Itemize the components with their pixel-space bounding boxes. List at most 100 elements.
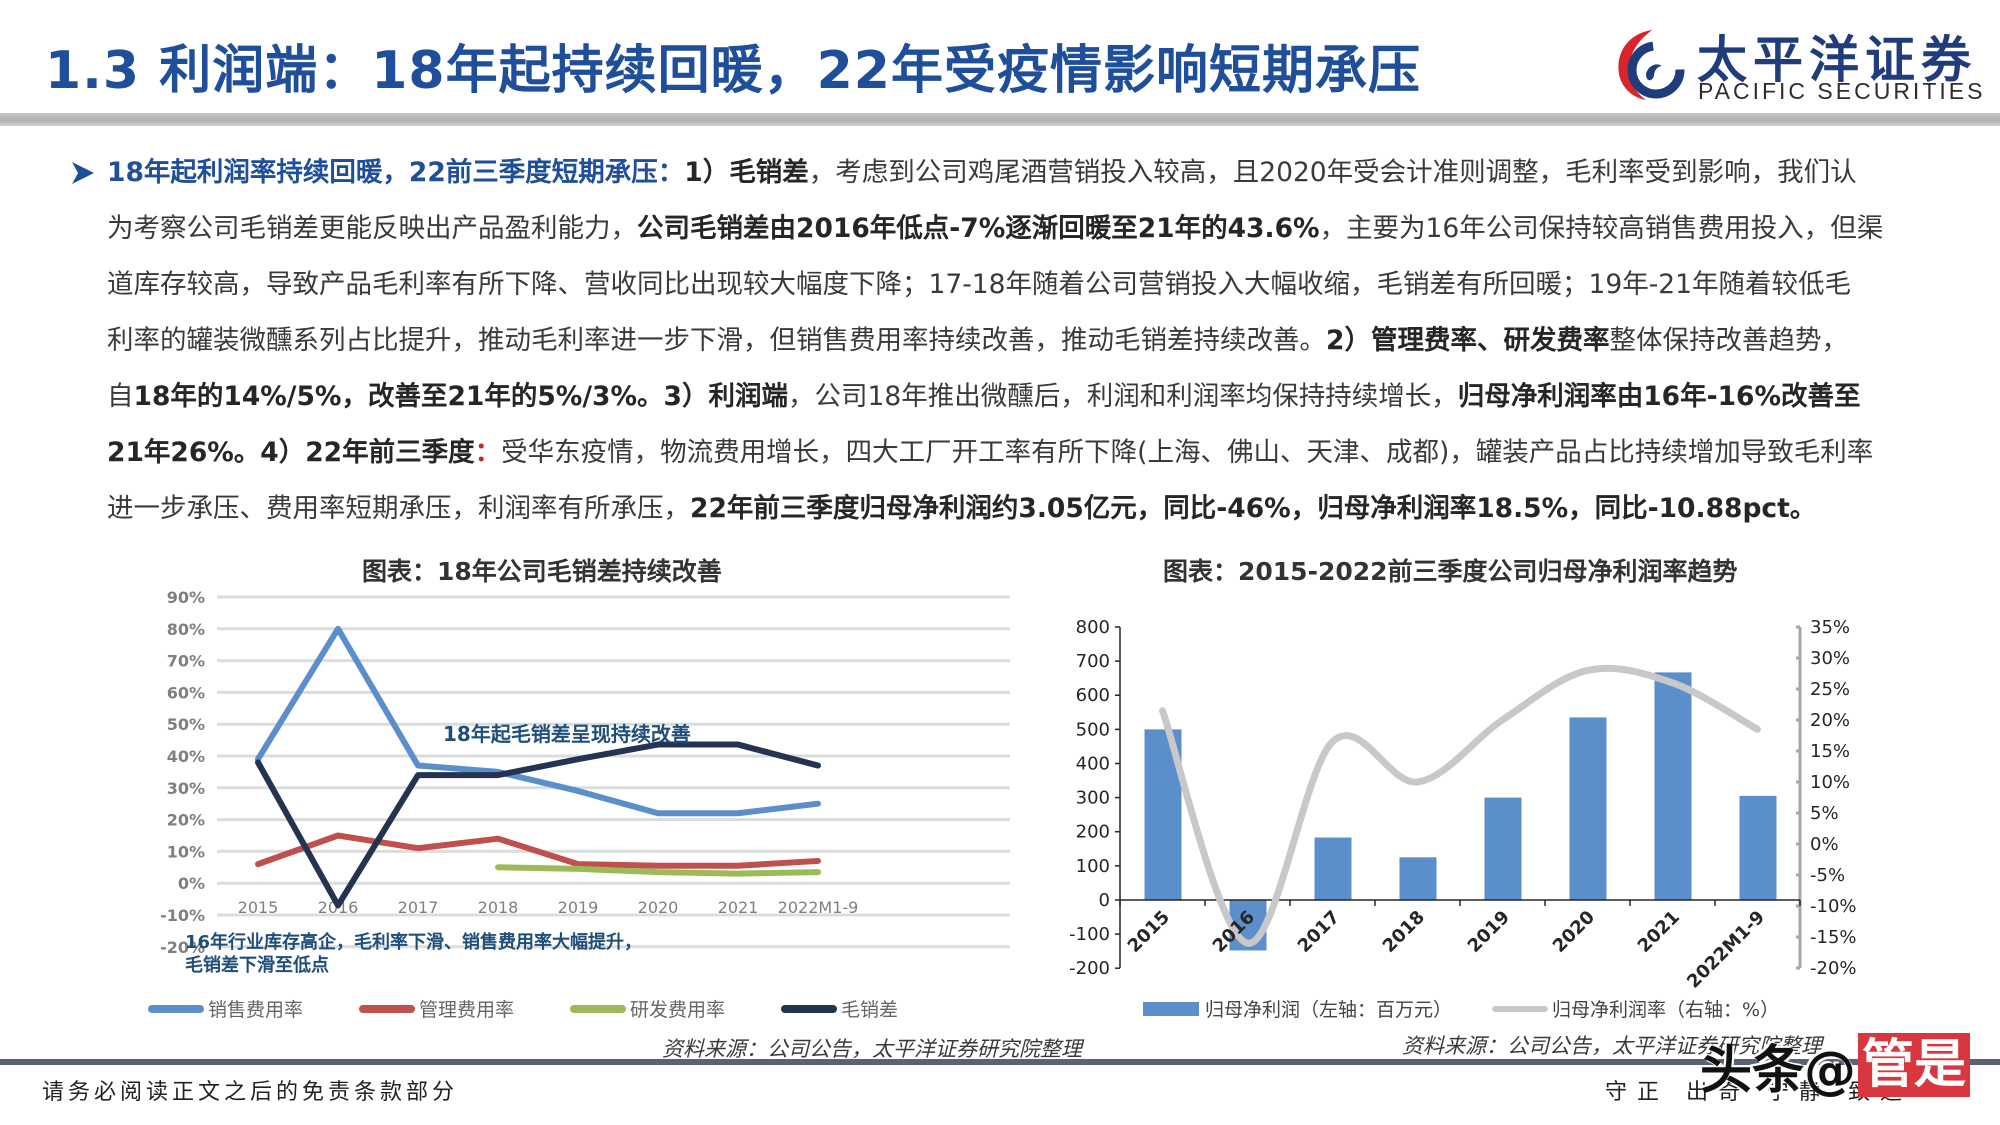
net-margin-line — [1159, 664, 1761, 947]
text-run: 为考察公司毛销差更能反映出产品盈利能力， — [107, 213, 637, 244]
y-tick-label: -200 — [1069, 958, 1110, 979]
footer-divider — [0, 1059, 2000, 1065]
y-tick-label: 20% — [167, 811, 205, 830]
text-run-red: ： — [474, 437, 502, 468]
text-run-bold: 公司毛销差由2016年低点-7%逐渐回暖至21年的43.6% — [637, 213, 1320, 244]
watermark-text: 头条@ — [1700, 1040, 1857, 1101]
left-chart-source: 资料来源：公司公告，太平洋证券研究院整理 — [662, 1037, 1082, 1061]
legend-label: 归母净利润率（右轴：%） — [1552, 999, 1780, 1021]
watermark-badge: 管是 — [1858, 1033, 1971, 1097]
text-run-bold: 22年前三季度归母净利润约3.05亿元，同比-46%，归母净利润率18.5%，同… — [690, 493, 1817, 524]
legend-label: 管理费用率 — [419, 999, 515, 1021]
legend-swatch — [781, 1004, 838, 1013]
y-tick-label: 700 — [1076, 651, 1110, 672]
text-run: 进一步承压、费用率短期承压，利润率有所承压， — [107, 493, 690, 524]
y2-tick-label: -10% — [1810, 896, 1857, 917]
text-run: 利率的罐装微醺系列占比提升，推动毛利率进一步下滑，但销售费用率持续改善，推动毛销… — [107, 325, 1326, 356]
y-tick-label: 40% — [167, 747, 205, 766]
y2-tick-label: -15% — [1810, 927, 1857, 948]
company-logo: 太平洋证券 PACIFIC SECURITIES — [1612, 18, 1992, 108]
x-tick-label: 2020 — [1549, 907, 1599, 957]
x-tick-label: 2021 — [1634, 907, 1684, 957]
text-run-bold: 18年的14%/5%，改善至21年的5%/3%。 — [133, 381, 664, 412]
y-tick-label: 60% — [167, 683, 205, 702]
legend-swatch — [1143, 1001, 1199, 1016]
y-tick-label: 400 — [1076, 753, 1110, 774]
right-chart-right-axis: 35% 30% 25% 20% 15% 10% 5% 0% -5% -10% -15% -20% — [1796, 617, 1857, 979]
left-chart-title: 图表：18年公司毛销差持续改善 — [362, 557, 722, 586]
x-tick-label: 2019 — [558, 898, 599, 917]
net-profit-bar-line-chart: 800 700 600 500 400 300 200 100 0 -100 -200 35% 30%… — [1069, 617, 1857, 990]
legend-swatch — [359, 1004, 416, 1013]
left-chart-x-axis: 2015 2016 2017 2018 2019 2020 2021 2022M1-9 — [238, 898, 859, 917]
y-tick-label: 0% — [178, 874, 205, 893]
paragraph-line-2: 为考察公司毛销差更能反映出产品盈利能力，公司毛销差由2016年低点-7%逐渐回暖… — [107, 206, 1883, 262]
y-tick-label: 80% — [167, 620, 205, 639]
net-profit-bar — [1314, 837, 1352, 900]
watermark: 头条@ 管是 — [1700, 1030, 1971, 1101]
right-chart-legend: 归母净利润（左轴：百万元） 归母净利润率（右轴：%） — [1143, 995, 1779, 1022]
right-chart-left-axis: 800 700 600 500 400 300 200 100 0 -100 -200 — [1069, 617, 1121, 979]
paragraph-line-5: 自18年的14%/5%，改善至21年的5%/3%。3）利润端，公司18年推出微醺… — [107, 374, 1861, 430]
x-tick-label: 2015 — [1124, 907, 1174, 957]
net-profit-bar — [1484, 797, 1522, 900]
series-admin-rate-line — [255, 832, 821, 869]
legend-label: 毛销差 — [841, 999, 899, 1021]
x-tick-label: 2022M1-9 — [778, 898, 859, 917]
legend-swatch — [1492, 1005, 1549, 1012]
y-tick-label: 70% — [167, 652, 205, 671]
text-run: 受华东疫情，物流费用增长，四大工厂开工率有所下降(上海、佛山、天津、成都)，罐装… — [501, 437, 1874, 468]
pacific-securities-logo-icon — [1618, 30, 1685, 100]
y-tick-label: 100 — [1076, 856, 1110, 877]
y2-tick-label: 30% — [1810, 648, 1850, 669]
x-tick-label: 2018 — [478, 898, 519, 917]
series-sales-rate-line — [255, 625, 821, 817]
left-chart-series — [255, 625, 821, 909]
left-chart-annotation-2016-line1: 16年行业库存高企，毛利率下滑、销售费用率大幅提升， — [185, 932, 643, 953]
x-tick-label: 2021 — [718, 898, 759, 917]
paragraph-line-7: 进一步承压、费用率短期承压，利润率有所承压，22年前三季度归母净利润约3.05亿… — [107, 486, 1816, 542]
y-tick-label: 10% — [167, 842, 205, 861]
y-tick-label: -100 — [1069, 924, 1110, 945]
x-tick-label: 2017 — [398, 898, 439, 917]
net-profit-bar — [1739, 795, 1777, 900]
legend-item-admin-rate: 管理费用率 — [359, 995, 514, 1022]
text-run-bold: 3）利润端 — [663, 381, 788, 412]
right-chart-x-axis: 2015 2016 2017 2018 2019 2020 2021 2022M1-9 — [1124, 907, 1769, 990]
text-run: 道库存较高，导致产品毛利率有所下降、营收同比出现较大幅度下降；17-18年随着公… — [107, 269, 1852, 300]
right-chart-source: 资料来源：公司公告，太平洋证券研究院整理 — [1402, 1034, 1822, 1058]
right-chart-bars — [1144, 672, 1777, 951]
x-tick-label: 2017 — [1294, 907, 1344, 957]
section-lead: 18年起利润率持续回暖，22前三季度短期承压： — [107, 157, 685, 188]
series-gross-sales-gap-line — [255, 741, 821, 909]
net-profit-bar — [1569, 717, 1607, 900]
text-run-bold: 2）管理费率、研发费率 — [1326, 325, 1610, 356]
left-chart-y-axis: 90% 80% 70% 60% 50% 40% 30% 20% 10% 0% -10% -20% — [160, 588, 205, 957]
y-tick-label: 500 — [1076, 719, 1110, 740]
legend-label: 销售费用率 — [208, 999, 304, 1021]
y-tick-label: 200 — [1076, 822, 1110, 843]
legend-label: 归母净利润（左轴：百万元） — [1205, 999, 1453, 1021]
text-run: 自 — [107, 381, 134, 412]
right-chart-margin-line — [1159, 664, 1761, 947]
footer-disclaimer: 请务必阅读正文之后的免责条款部分 — [42, 1080, 459, 1105]
arrow-bullet-icon — [72, 162, 94, 184]
text-run-bold: 归母净利润率由16年-16%改善至 — [1457, 381, 1861, 412]
point-number: 1） — [684, 157, 730, 188]
right-chart-title: 图表：2015-2022前三季度公司归母净利润率趋势 — [1163, 557, 1738, 586]
paragraph-line-4: 利率的罐装微醺系列占比提升，推动毛利率进一步下滑，但销售费用率持续改善，推动毛销… — [107, 318, 1848, 374]
left-chart-annotation-2016-line2: 毛销差下滑至低点 — [185, 955, 329, 976]
logo-name-en: PACIFIC SECURITIES — [1698, 78, 1986, 104]
y-tick-label: 800 — [1076, 617, 1110, 638]
logo-name-cn: 太平洋证券 — [1697, 31, 1977, 89]
y2-tick-label: -5% — [1810, 865, 1845, 886]
x-tick-label: 2022M1-9 — [1683, 907, 1769, 990]
legend-item-net-margin: 归母净利润率（右轴：%） — [1492, 995, 1779, 1022]
footer-motto: 守正 出奇 宁静 致远 — [1605, 1080, 1912, 1105]
x-tick-label: 2020 — [638, 898, 679, 917]
y2-tick-label: 25% — [1810, 679, 1850, 700]
text-run-bold: 21年26%。4）22年前三季度 — [107, 437, 475, 468]
y-tick-label: -10% — [160, 906, 205, 925]
series-rd-rate-line — [495, 864, 821, 877]
page-title: 1.3 利润端：18年起持续回暖，22年受疫情影响短期承压 — [45, 41, 1421, 101]
